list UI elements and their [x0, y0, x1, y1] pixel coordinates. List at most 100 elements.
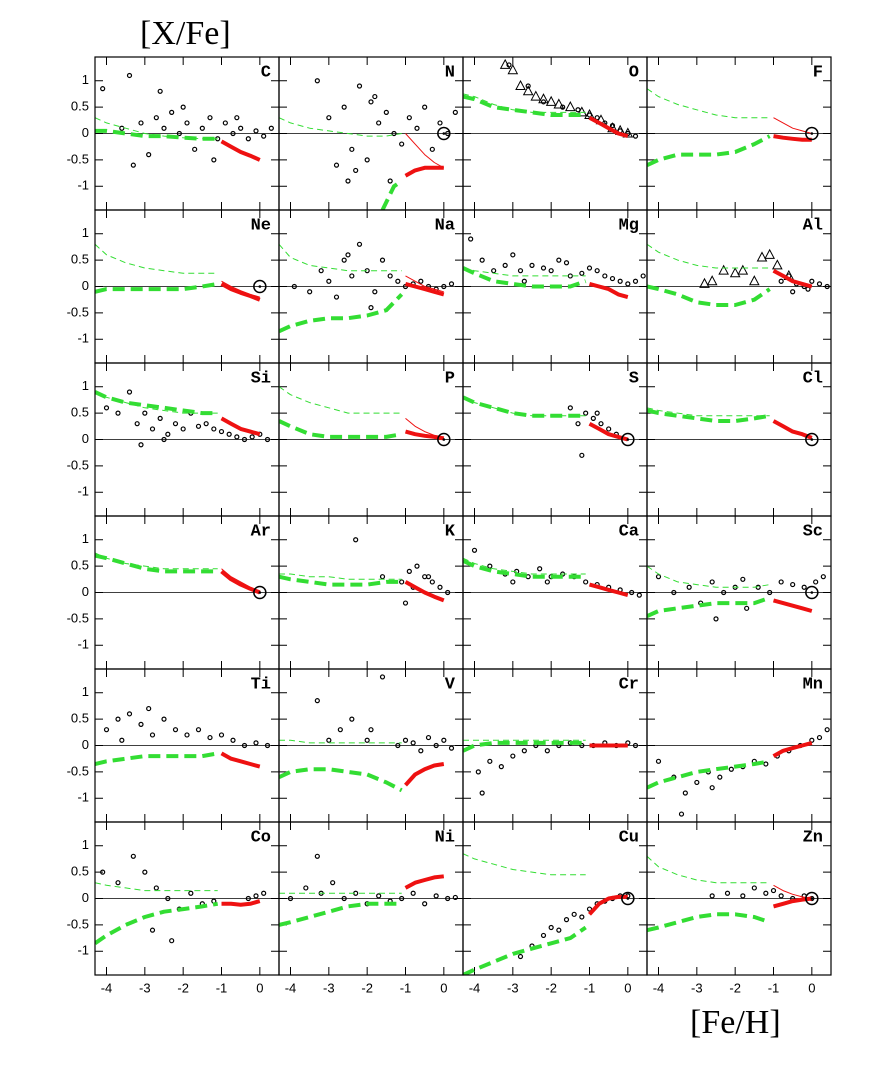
data-point: [149, 426, 156, 432]
y-tick-label: 0: [82, 584, 89, 599]
data-point: [330, 880, 336, 886]
model-line: [95, 128, 218, 141]
plot-area: [463, 58, 639, 139]
solar-dot: [258, 591, 262, 594]
model-line: [463, 557, 586, 575]
model-line: [772, 419, 813, 440]
data-point: [594, 268, 600, 274]
data-point: [368, 305, 374, 311]
data-point: [429, 146, 435, 152]
data-point: [709, 893, 715, 899]
plot-area: [647, 407, 819, 447]
data-point: [172, 421, 179, 427]
y-tick-label: -1: [77, 943, 89, 958]
triangle-point: [565, 101, 576, 112]
data-point: [820, 574, 826, 580]
data-point: [180, 426, 186, 432]
data-point: [169, 938, 175, 944]
model-line: [279, 574, 402, 587]
data-point: [238, 125, 244, 131]
panel: Ca: [462, 515, 648, 670]
data-point: [226, 431, 232, 437]
triangle-point: [538, 93, 549, 104]
plot-area: [95, 389, 271, 448]
data-point: [115, 880, 121, 886]
data-point: [100, 869, 106, 875]
data-point: [563, 260, 570, 266]
panel: Na: [278, 209, 464, 364]
model-line: [404, 580, 445, 603]
data-point: [341, 895, 347, 902]
model-line: [463, 558, 586, 579]
data-point: [241, 436, 248, 443]
data-point: [368, 727, 374, 733]
data-point: [119, 737, 125, 743]
panel: -4 -3 -2 -1 0 1 0.5 0 -0.5 -1 Co: [67, 821, 280, 995]
data-point: [767, 589, 773, 596]
data-point: [130, 853, 136, 859]
data-point: [487, 563, 493, 569]
model-line: [588, 281, 629, 300]
data-point: [153, 115, 159, 121]
model-line: [772, 598, 813, 613]
data-point: [602, 273, 608, 279]
data-point: [180, 104, 186, 110]
data-point: [567, 273, 573, 279]
data-point: [740, 576, 746, 582]
solar-marker: [253, 279, 267, 294]
panel-title: Cr: [619, 675, 639, 694]
triangle-point: [756, 251, 768, 262]
model-line: [95, 243, 218, 274]
panel: Cl: [646, 362, 832, 517]
data-point: [372, 93, 378, 100]
y-tick-label: 0: [82, 737, 89, 752]
panel-title: Ca: [619, 522, 639, 541]
data-point: [445, 895, 451, 902]
plot-area: [95, 243, 267, 302]
data-point: [261, 133, 267, 139]
y-tick-label: -1: [77, 637, 89, 652]
data-point: [751, 885, 757, 891]
data-point: [540, 932, 547, 939]
model-line: [95, 552, 218, 570]
data-point: [149, 732, 156, 738]
y-tick-label: 0.5: [71, 252, 89, 267]
data-point: [345, 252, 351, 258]
y-tick-label: -0.5: [67, 763, 89, 778]
solar-dot: [442, 438, 446, 441]
y-tick-label: -0.5: [67, 151, 89, 166]
data-point: [264, 742, 271, 749]
model-line: [463, 925, 587, 975]
data-point: [100, 86, 106, 92]
data-point: [253, 893, 259, 899]
panel: Mg: [462, 209, 648, 364]
model-line: [279, 293, 404, 334]
model-line: [404, 762, 445, 787]
data-point: [364, 157, 370, 163]
data-point: [425, 574, 432, 580]
data-point: [234, 434, 240, 440]
data-point: [218, 428, 225, 435]
plot-area: [279, 241, 455, 334]
panel: S: [462, 362, 648, 517]
data-point: [406, 115, 412, 121]
data-point: [341, 104, 347, 110]
data-point: [211, 426, 217, 432]
data-point: [594, 410, 600, 416]
data-point: [579, 452, 585, 458]
solar-marker: [805, 891, 819, 906]
model-line: [279, 117, 402, 137]
panel: K: [278, 515, 464, 670]
data-point: [161, 436, 167, 443]
data-point: [161, 125, 167, 131]
data-point: [115, 410, 121, 416]
data-point: [345, 178, 351, 184]
solar-marker: [253, 585, 267, 600]
data-point: [521, 748, 527, 754]
triangle-point: [499, 58, 511, 69]
data-point: [418, 278, 424, 284]
panel: 1 0.5 0 -0.5 -1 Si: [67, 362, 280, 517]
panel-title: Ar: [251, 522, 271, 541]
plot-area: [463, 853, 635, 975]
y-tick-label: -1: [77, 178, 89, 193]
